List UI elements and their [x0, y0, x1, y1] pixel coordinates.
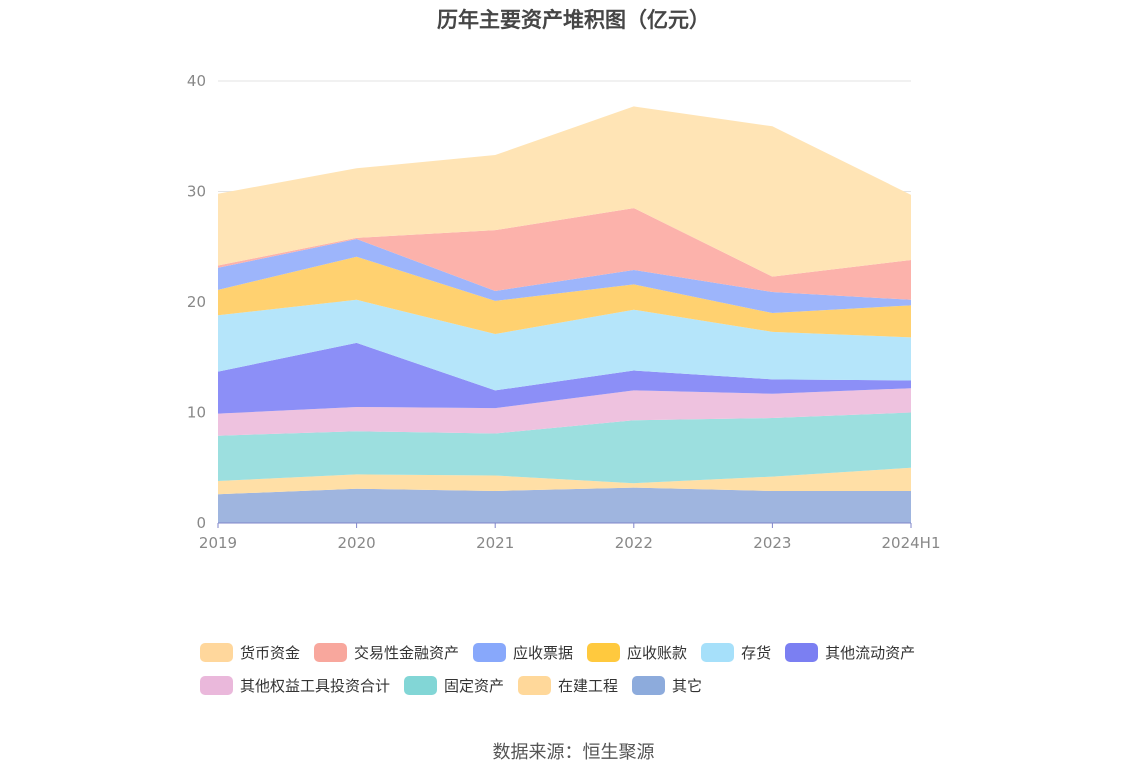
legend-item[interactable]: 应收票据 — [473, 642, 573, 663]
legend-swatch — [314, 643, 348, 662]
x-tick-label: 2020 — [338, 534, 376, 552]
legend-swatch — [632, 676, 666, 695]
legend-row: 货币资金 交易性金融资产 应收票据 应收账款 存货 其他流动资产 — [200, 636, 980, 669]
area-应收票据 — [218, 239, 911, 314]
axes: 0 10 20 30 40 2019 2020 2021 2022 2023 2024H1 — [187, 72, 941, 552]
area-其它 — [218, 487, 911, 523]
legend-label: 货币资金 — [240, 644, 301, 662]
legend-label: 应收票据 — [513, 644, 574, 662]
legend-label: 其他流动资产 — [825, 644, 916, 662]
x-tick-label: 2022 — [615, 534, 653, 552]
area-series — [218, 106, 911, 523]
legend-item[interactable]: 交易性金融资产 — [314, 642, 459, 663]
legend-label: 其他权益工具投资合计 — [240, 677, 391, 695]
legend-item[interactable]: 其它 — [632, 675, 702, 696]
legend-label: 其它 — [672, 677, 703, 695]
x-tick-label: 2024H1 — [882, 534, 941, 552]
legend-item[interactable]: 其他权益工具投资合计 — [200, 675, 390, 696]
legend-label: 存货 — [741, 644, 772, 662]
area-货币资金 — [218, 106, 911, 277]
legend-label: 在建工程 — [558, 677, 619, 695]
area-其他流动资产 — [218, 342, 911, 414]
legend-row: 其他权益工具投资合计 固定资产 在建工程 其它 — [200, 669, 980, 702]
legend-label: 固定资产 — [444, 677, 505, 695]
legend-item[interactable]: 固定资产 — [404, 675, 504, 696]
legend-swatch — [404, 676, 438, 695]
y-tick-label: 30 — [187, 183, 206, 201]
x-tick-label: 2021 — [476, 534, 514, 552]
y-tick-label: 40 — [187, 72, 206, 90]
stacked-area-chart: 0 10 20 30 40 2019 2020 2021 2022 2023 2024H1 — [187, 72, 941, 552]
legend-swatch — [701, 643, 735, 662]
y-tick-label: 10 — [187, 404, 206, 422]
y-tick-label: 0 — [196, 514, 206, 532]
area-在建工程 — [218, 467, 911, 495]
area-其他权益工具投资合计 — [218, 388, 911, 436]
legend-swatch — [785, 643, 819, 662]
chart-title: 历年主要资产堆积图（亿元） — [437, 8, 710, 32]
legend-swatch — [473, 643, 507, 662]
legend-swatch — [200, 676, 233, 695]
area-交易性金融资产 — [218, 208, 911, 300]
legend-label: 交易性金融资产 — [354, 644, 460, 662]
legend: 货币资金 交易性金融资产 应收票据 应收账款 存货 其他流动资产 其他权益工具投资合计 固定… — [200, 636, 980, 702]
legend-item[interactable]: 在建工程 — [518, 675, 618, 696]
legend-label: 应收账款 — [627, 644, 688, 662]
legend-item[interactable]: 应收账款 — [587, 642, 687, 663]
legend-swatch — [587, 643, 621, 662]
y-tick-label: 20 — [187, 293, 206, 311]
legend-item[interactable]: 存货 — [701, 642, 771, 663]
x-tick-label: 2023 — [753, 534, 791, 552]
legend-item[interactable]: 货币资金 — [200, 642, 300, 663]
legend-swatch — [200, 643, 233, 662]
legend-swatch — [518, 676, 552, 695]
area-固定资产 — [218, 412, 911, 484]
x-tick-label: 2019 — [199, 534, 237, 552]
data-source: 数据来源：恒生聚源 — [492, 742, 655, 763]
legend-item[interactable]: 其他流动资产 — [785, 642, 915, 663]
area-应收账款 — [218, 256, 911, 338]
area-存货 — [218, 299, 911, 391]
